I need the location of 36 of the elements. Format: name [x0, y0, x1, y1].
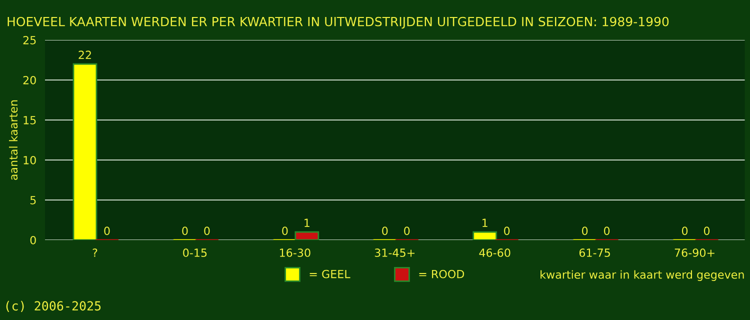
x-tick-label: ? [92, 248, 98, 257]
data-label: 1 [482, 218, 488, 227]
data-label: 0 [204, 226, 210, 236]
y-tick-label: 25 [23, 36, 36, 44]
bar [72, 63, 98, 240]
data-label: 0 [582, 226, 588, 236]
x-tick-label: 31-45+ [374, 248, 414, 257]
bar [472, 231, 498, 240]
x-tick-label: 76-90+ [674, 248, 714, 257]
data-label: 0 [604, 226, 610, 236]
data-label: 0 [104, 226, 110, 236]
y-tick-label: 0 [30, 236, 36, 244]
legend-label: = GEEL [310, 270, 350, 278]
y-tick-label: 5 [30, 196, 36, 204]
data-label: 0 [504, 226, 510, 236]
data-label: 0 [382, 226, 388, 236]
bar [294, 231, 320, 240]
legend-label: = ROOD [419, 270, 464, 278]
text: (c) 2006-2025 [6, 300, 101, 312]
x-axis-title: kwartier waar in kaart werd gegeven [540, 270, 744, 281]
y-axis-title: aantal kaarten [8, 100, 18, 180]
y-tick-label: 15 [24, 116, 36, 124]
x-tick-label: 46-60 [479, 248, 510, 257]
data-label: 22 [78, 50, 91, 59]
y-tick-label: 20 [23, 76, 36, 84]
x-tick-label: 61-75 [579, 248, 610, 257]
data-label: 0 [682, 226, 688, 236]
y-tick-label: 10 [24, 156, 36, 164]
chart-title: HOEVEEL KAARTEN WERDEN ER PER KWARTIER IN UITWEDSTRIJDEN UITGEDEELD IN SEIZOEN: 1989-1990 [8, 16, 669, 29]
x-tick-label: 0-15 [183, 248, 207, 257]
data-label: 0 [182, 226, 188, 236]
data-label: 0 [704, 226, 710, 236]
data-label: 1 [304, 218, 310, 227]
data-label: 0 [282, 226, 288, 236]
x-tick-label: 16-30 [280, 248, 310, 257]
data-label: 0 [404, 226, 410, 236]
